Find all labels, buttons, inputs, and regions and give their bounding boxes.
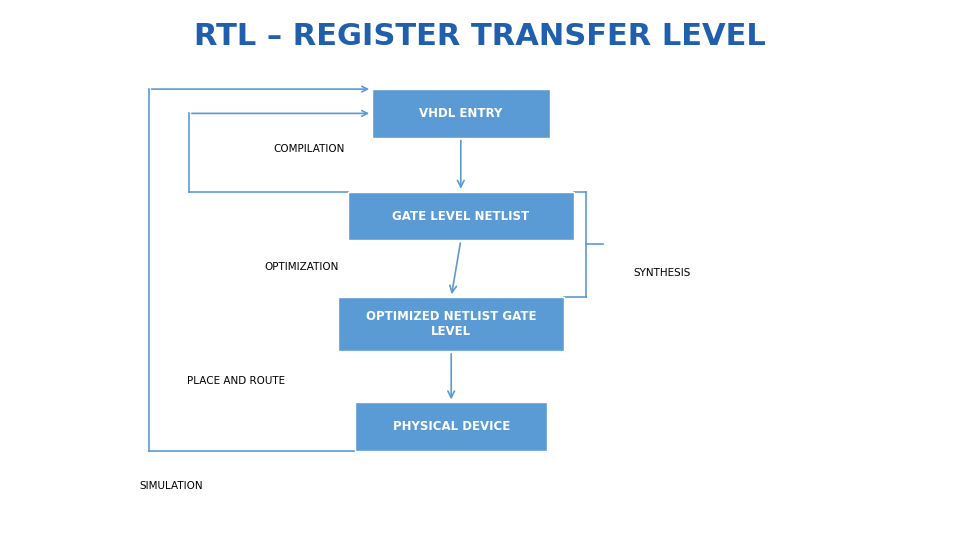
Text: SIMULATION: SIMULATION (139, 481, 203, 491)
Text: PLACE AND ROUTE: PLACE AND ROUTE (187, 376, 285, 386)
FancyBboxPatch shape (355, 402, 547, 451)
Text: COMPILATION: COMPILATION (274, 144, 345, 153)
FancyBboxPatch shape (372, 89, 549, 138)
Text: VHDL ENTRY: VHDL ENTRY (420, 107, 502, 120)
Text: GATE LEVEL NETLIST: GATE LEVEL NETLIST (393, 210, 529, 222)
Text: OPTIMIZATION: OPTIMIZATION (264, 262, 338, 272)
Text: RTL – REGISTER TRANSFER LEVEL: RTL – REGISTER TRANSFER LEVEL (194, 22, 766, 51)
Text: OPTIMIZED NETLIST GATE
LEVEL: OPTIMIZED NETLIST GATE LEVEL (366, 310, 537, 338)
FancyBboxPatch shape (348, 192, 573, 240)
Text: PHYSICAL DEVICE: PHYSICAL DEVICE (393, 420, 510, 433)
Text: SYNTHESIS: SYNTHESIS (634, 268, 691, 278)
FancyBboxPatch shape (338, 297, 564, 351)
